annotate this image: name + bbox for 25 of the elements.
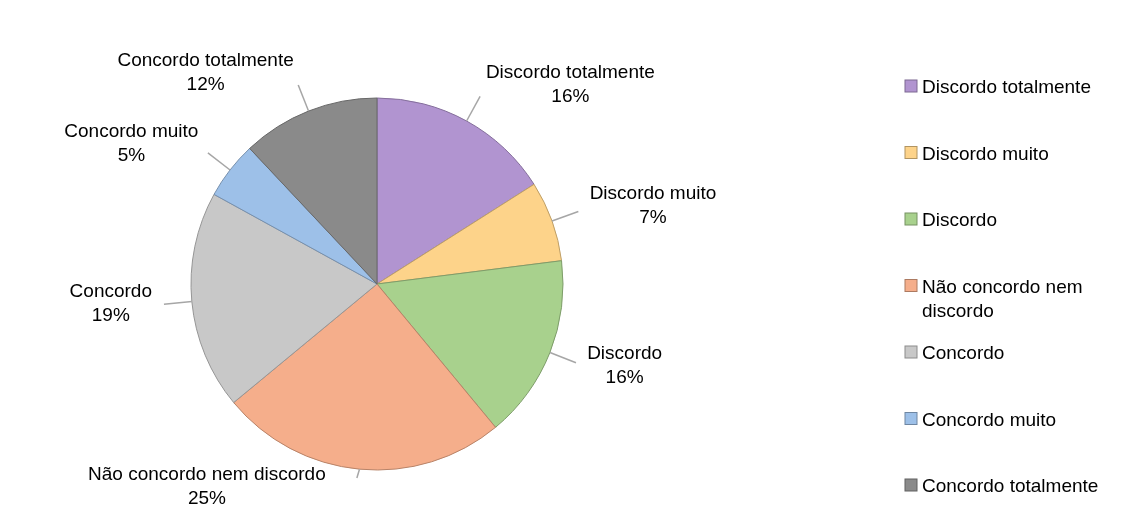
slice-label: Concordo muito (64, 120, 199, 142)
legend-label: Discordo totalmente (922, 76, 1091, 97)
pie-slice (376, 97, 535, 285)
legend-label: Não concordo nem discordo (922, 275, 1083, 321)
data-label: 25% (187, 487, 227, 508)
slice-label: Discordo muito (589, 182, 717, 204)
data-label: 16% (551, 84, 590, 106)
data-label: 5% (117, 144, 146, 166)
slice-label: Concordo totalmente (117, 48, 294, 70)
data-label: 12% (186, 72, 225, 94)
data-label: 16% (605, 366, 644, 388)
data-label: 19% (91, 304, 130, 326)
pie-slice (376, 183, 563, 285)
legend-label: Concordo (922, 342, 1005, 363)
slice-label: Discordo totalmente (485, 60, 655, 82)
pie-slice (376, 260, 564, 428)
legend-label: Concordo totalmente (922, 475, 1099, 496)
data-label: 7% (639, 206, 667, 228)
legend-label: Discordo muito (922, 142, 1049, 164)
slice-label: Não concordo nem discordo (88, 463, 326, 484)
pie-slice (213, 147, 378, 285)
legend-label: Concordo muito (922, 408, 1057, 430)
legend-label: Discordo (922, 209, 997, 230)
slice-label: Discordo (587, 342, 663, 364)
slice-label: Concordo (69, 280, 152, 302)
